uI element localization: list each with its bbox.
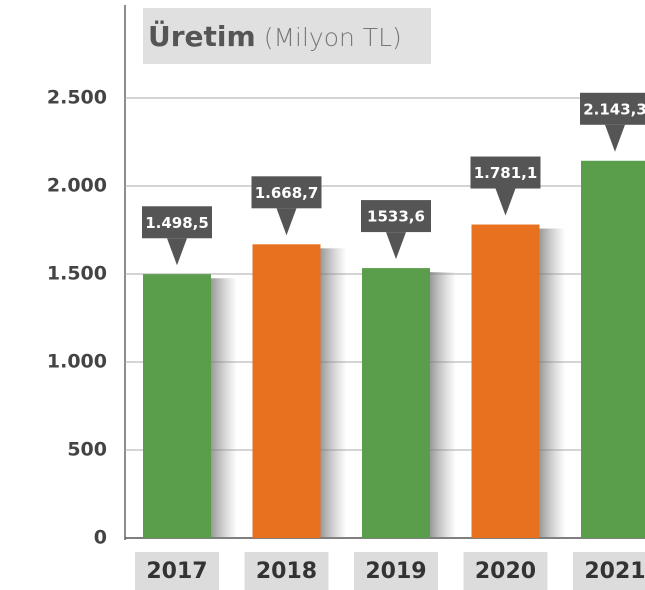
y-tick-label: 1.500 [47, 263, 107, 285]
value-label-box [361, 200, 431, 233]
bar [581, 160, 645, 538]
x-tick-label: 2021 [584, 559, 645, 584]
chart-title: Üretim [148, 19, 256, 53]
bar [252, 244, 321, 538]
bar-shadow [211, 278, 237, 538]
x-tick-label: 2018 [256, 559, 317, 584]
value-label-box [142, 206, 212, 239]
x-tick-box [573, 552, 645, 590]
value-label-box [470, 156, 541, 189]
y-tick-label: 2.500 [47, 87, 107, 109]
x-tick-box [244, 552, 329, 590]
bar [362, 268, 430, 538]
y-tick-label: 2.000 [47, 175, 107, 197]
bar-shadow [320, 248, 347, 538]
bar [471, 224, 540, 538]
value-label-pointer [386, 232, 406, 260]
value-label: 1533,6 [367, 208, 425, 226]
bar [143, 274, 211, 538]
bar-shadow [539, 228, 566, 538]
value-label-pointer [605, 124, 625, 152]
chart-subtitle: (Milyon TL) [264, 23, 402, 52]
x-tick-label: 2020 [475, 559, 536, 584]
value-label-box [580, 92, 645, 125]
bar-shadow [430, 272, 456, 538]
x-tick-label: 2017 [146, 559, 207, 584]
value-label-pointer [276, 208, 297, 236]
title-box [143, 8, 431, 64]
value-label: 2.143,3 [583, 100, 645, 118]
x-tick-box [135, 552, 219, 590]
value-label: 1.498,5 [145, 214, 209, 232]
value-label-pointer [167, 238, 187, 266]
value-label: 1.668,7 [255, 184, 319, 202]
y-tick-label: 1.000 [47, 351, 107, 373]
value-label: 1.781,1 [474, 164, 538, 182]
y-tick-label: 0 [94, 527, 107, 549]
value-label-pointer [495, 188, 516, 216]
value-label-box [251, 176, 322, 209]
x-tick-label: 2019 [365, 559, 426, 584]
x-tick-box [463, 552, 548, 590]
y-tick-label: 500 [67, 439, 107, 461]
x-tick-box [354, 552, 438, 590]
